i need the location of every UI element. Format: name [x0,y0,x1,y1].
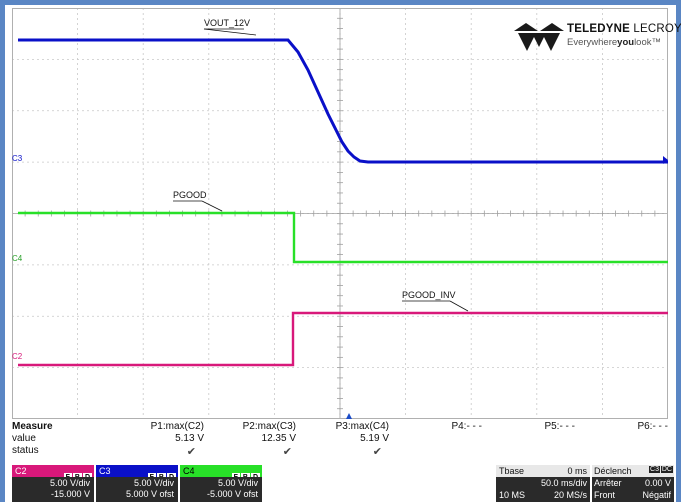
trigger-level: 0.00 V [644,478,671,488]
brand-tagline: Everywhereyoulook™ [567,37,661,48]
c3-right-marker-icon [663,156,668,164]
brand-name: TELEDYNE LECROY [567,23,681,35]
pgood-trace [18,211,668,264]
channel-c3-tags: FBD [147,466,176,482]
teledyne-lecroy-logo: TELEDYNE LECROY Everywhereyoulook™ [514,22,681,54]
measure-title: Measure [12,421,53,432]
param-p6-name[interactable]: P6:- - - [637,421,668,432]
channel-c4-vdiv: 5.00 V/div [217,478,258,488]
param-p3-status-icon: ✔ [372,446,382,458]
channel-c2-offset: -15.000 V [50,489,90,499]
param-p2-status-icon: ✔ [282,446,292,458]
pgood-inv-trace [18,311,668,367]
channel-c4-offset: -5.000 V ofst [206,489,258,499]
channel-c2-header: C2 FBD [12,465,94,482]
pgood-inv-label: PGOOD_INV [402,290,456,300]
waveform-plot: VOUT_12V PGOOD PGOOD_INV C3 C4 C2 [12,8,668,419]
waveform-display[interactable]: VOUT_12V PGOOD PGOOD_INV C3 C4 C2 [12,8,668,419]
status-row-label: status [12,445,39,456]
param-p2-value: 12.35 V [261,433,296,444]
c4-marker: C4 [12,254,23,263]
channel-c3-header: C3 FBD [96,465,178,482]
channel-c3-descriptor[interactable]: C3 FBD 5.00 V/div 5.000 V ofst [96,465,178,502]
measure-panel: Measure P1:max(C2) P2:max(C3) P3:max(C4)… [12,421,674,465]
param-p1-name[interactable]: P1:max(C2) [150,421,204,432]
timebase-descriptor[interactable]: Tbase 0 ms 50.0 ms/div 10 MS 20 MS/s [496,465,590,502]
param-p4-name[interactable]: P4:- - - [451,421,482,432]
measure-header-row: Measure P1:max(C2) P2:max(C3) P3:max(C4)… [12,421,674,433]
trace-annotations: VOUT_12V PGOOD PGOOD_INV [173,18,469,312]
trigger-descriptor[interactable]: Déclench C3 DC Arrêter 0.00 V Front Néga… [592,465,674,502]
pgood-label: PGOOD [173,190,207,200]
value-row-label: value [12,433,36,444]
channel-setup-bar: C2 FBD 5.00 V/div -15.000 V C3 FBD 5.00 … [12,465,674,502]
channel-c4-tags: FBD [231,466,260,482]
timebase-tdiv: 50.0 ms/div [540,478,587,488]
param-p3-name[interactable]: P3:max(C4) [335,421,389,432]
vout-12v-trace [18,38,668,164]
channel-c4-header: C4 FBD [180,465,262,482]
param-p2-name[interactable]: P2:max(C3) [242,421,296,432]
channel-c2-vdiv: 5.00 V/div [49,478,90,488]
vout-label: VOUT_12V [204,18,250,28]
trigger-label: Déclench [594,466,632,476]
teledyne-mark-icon [514,23,564,51]
measure-status-row: status ✔ ✔ ✔ [12,445,674,458]
channel-c3-offset: 5.000 V ofst [125,489,174,499]
param-p1-status-icon: ✔ [186,446,196,458]
trigger-source-tag: C3 [649,466,660,473]
channel-c3-vdiv: 5.00 V/div [133,478,174,488]
channel-markers: C3 C4 C2 [12,154,668,419]
measure-value-row: value 5.13 V 12.35 V 5.19 V [12,433,674,445]
trace-layer [18,38,668,367]
param-p3-value: 5.19 V [360,433,389,444]
c2-marker: C2 [12,352,23,361]
trigger-slope: Négatif [642,490,671,500]
c3-marker: C3 [12,154,23,163]
param-p5-name[interactable]: P5:- - - [544,421,575,432]
trigger-coupling-tag: DC [660,466,673,473]
timebase-samples: 10 MS [499,490,526,500]
param-p1-value: 5.13 V [175,433,204,444]
trigger-position-icon [346,413,352,419]
trigger-mode: Arrêter [594,478,622,488]
timebase-delay: 0 ms [567,466,587,476]
timebase-rate: 20 MS/s [553,490,587,500]
trigger-type: Front [594,490,616,500]
timebase-label: Tbase [499,466,525,476]
channel-c4-descriptor[interactable]: C4 FBD 5.00 V/div -5.000 V ofst [180,465,262,502]
grid-border [12,8,668,419]
channel-c2-tags: FBD [63,466,92,482]
channel-c2-descriptor[interactable]: C2 FBD 5.00 V/div -15.000 V [12,465,94,502]
